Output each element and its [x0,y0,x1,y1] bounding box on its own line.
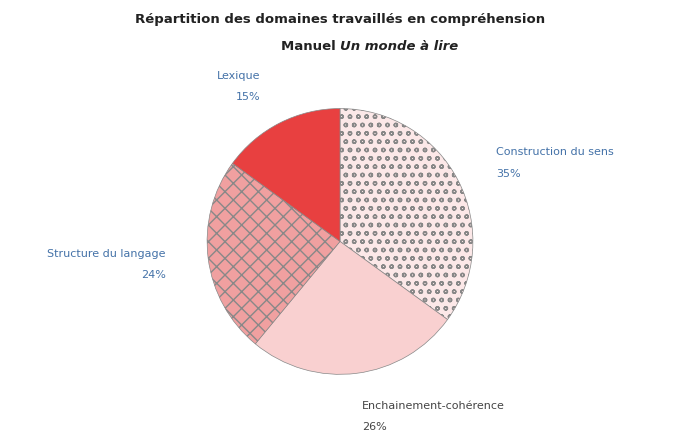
Wedge shape [340,109,473,319]
Text: Lexique: Lexique [217,71,260,81]
Text: Un monde à lire: Un monde à lire [340,40,458,53]
Wedge shape [255,241,447,374]
Text: 35%: 35% [496,169,521,179]
Wedge shape [233,109,340,241]
Text: Construction du sens: Construction du sens [496,148,614,158]
Text: Manuel: Manuel [281,40,340,53]
Text: Structure du langage: Structure du langage [48,249,166,259]
Text: 15%: 15% [236,92,260,102]
Text: 24%: 24% [141,270,166,280]
Text: 26%: 26% [362,423,387,432]
Wedge shape [207,163,340,344]
Text: Répartition des domaines travaillés en compréhension: Répartition des domaines travaillés en c… [135,13,545,26]
Text: Enchainement-cohérence: Enchainement-cohérence [362,401,505,411]
